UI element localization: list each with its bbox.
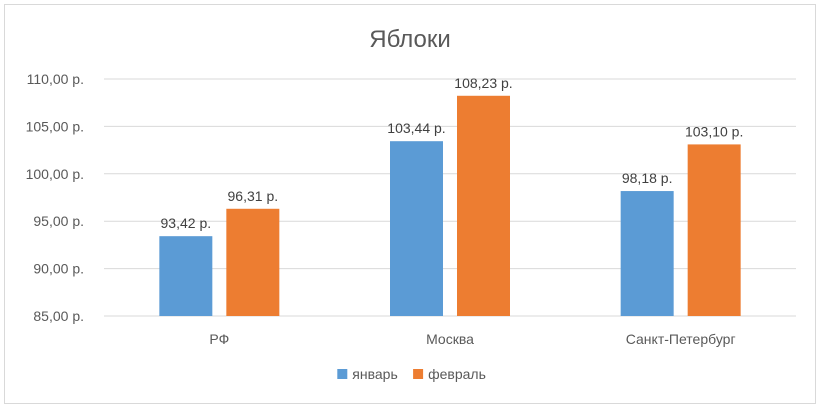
bars xyxy=(159,95,741,316)
legend-swatch-февраль xyxy=(413,369,424,379)
chart-title: Яблоки xyxy=(369,26,451,53)
data-label: 108,23 р. xyxy=(454,75,512,91)
legend-label-январь: январь xyxy=(352,366,397,382)
data-label: 96,31 р. xyxy=(228,188,279,204)
y-tick-label: 90,00 р. xyxy=(33,261,84,277)
y-tick-label: 85,00 р. xyxy=(33,308,84,324)
y-tick-label: 105,00 р. xyxy=(26,118,84,134)
legend-label-февраль: февраль xyxy=(428,366,486,382)
bar-январь-РФ xyxy=(159,236,213,316)
data-label: 98,18 р. xyxy=(622,170,673,186)
y-tick-label: 100,00 р. xyxy=(26,166,84,182)
legend: январь февраль xyxy=(337,366,486,382)
data-label: 93,42 р. xyxy=(161,215,212,231)
bar-февраль-Москва xyxy=(457,95,510,316)
bar-февраль-РФ xyxy=(226,208,280,316)
category-label: Санкт-Петербург xyxy=(626,331,736,347)
bar-январь-Санкт-Петербург xyxy=(620,191,674,316)
gridlines xyxy=(104,78,796,317)
y-tick-label: 95,00 р. xyxy=(33,213,84,229)
data-label: 103,10 р. xyxy=(685,123,743,139)
legend-swatch-январь xyxy=(337,369,348,379)
category-label: РФ xyxy=(209,331,229,347)
category-label: Москва xyxy=(426,331,474,347)
data-label: 103,44 р. xyxy=(387,120,445,136)
bar-январь-Москва xyxy=(390,141,443,316)
data-labels: 93,42 р. 96,31 р. 103,44 р. 108,23 р. 98,18 … xyxy=(161,75,744,231)
category-labels: РФ Москва Санкт-Петербург xyxy=(209,331,735,347)
y-tick-label: 110,00 р. xyxy=(27,71,84,87)
bar-февраль-Санкт-Петербург xyxy=(687,144,741,316)
y-tick-labels: 85,00 р. 90,00 р. 95,00 р. 100,00 р. 105,00 … xyxy=(26,71,84,324)
